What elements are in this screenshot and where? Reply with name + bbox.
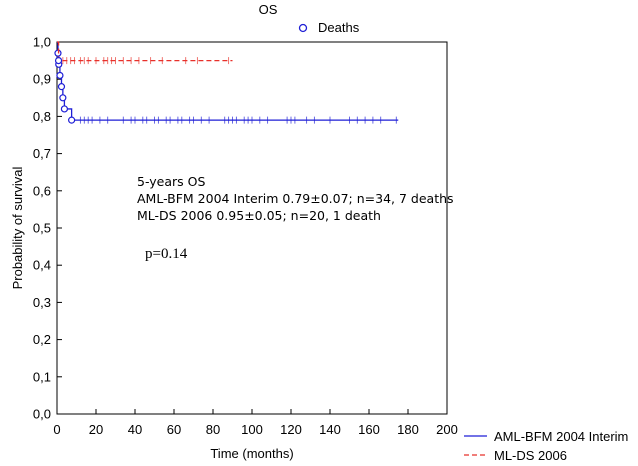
plot-frame xyxy=(56,41,448,415)
y-tick-label: 1,0 xyxy=(33,35,51,50)
x-tick-label: 80 xyxy=(206,422,220,437)
deaths-marker-icon xyxy=(298,23,308,33)
death-marker-aml xyxy=(56,71,64,80)
x-tick-label: 180 xyxy=(397,422,419,437)
y-tick-label: 0,1 xyxy=(33,369,51,384)
y-tick-label: 0,2 xyxy=(33,332,51,347)
legend-label-mlds: ML-DS 2006 xyxy=(494,448,567,463)
x-tick-label: 160 xyxy=(358,422,380,437)
y-axis: 0,0 0,1 0,2 0,3 0,4 0,5 0,6 0,7 0,8 0,9 1,0 xyxy=(33,35,62,422)
x-axis: 0 20 40 60 80 100 120 140 160 180 200 xyxy=(53,409,458,437)
death-marker-mlds xyxy=(54,56,63,65)
plot-area xyxy=(54,41,399,124)
annotation-aml: AML-BFM 2004 Interim 0.79±0.07; n=34, 7 … xyxy=(137,191,454,206)
y-tick-label: 0,5 xyxy=(33,221,51,236)
annotation-title: 5-years OS xyxy=(137,174,205,189)
survival-curve-mlds xyxy=(57,41,233,62)
x-tick-label: 100 xyxy=(241,422,263,437)
x-tick-label: 20 xyxy=(89,422,103,437)
deaths-legend-label: Deaths xyxy=(318,20,360,35)
x-tick-label: 120 xyxy=(280,422,302,437)
x-tick-label: 40 xyxy=(128,422,142,437)
x-tick-label: 60 xyxy=(167,422,181,437)
x-axis-label: Time (months) xyxy=(210,446,293,461)
y-tick-label: 0,6 xyxy=(33,183,51,198)
y-tick-label: 0,8 xyxy=(33,109,51,124)
deaths-legend: Deaths xyxy=(298,20,360,35)
y-tick-label: 0,3 xyxy=(33,295,51,310)
death-marker-aml xyxy=(59,94,67,102)
death-marker-aml xyxy=(68,116,76,124)
death-marker-aml xyxy=(60,105,69,113)
annotation-mlds: ML-DS 2006 0.95±0.05; n=20, 1 death xyxy=(137,208,381,223)
legend-label-aml: AML-BFM 2004 Interim xyxy=(494,429,628,444)
series-legend: AML-BFM 2004 Interim ML-DS 2006 xyxy=(464,429,628,463)
p-value: p=0.14 xyxy=(145,246,188,262)
death-marker-aml xyxy=(57,83,66,91)
x-tick-label: 140 xyxy=(319,422,341,437)
chart-title: OS xyxy=(259,2,278,17)
y-tick-label: 0,0 xyxy=(33,407,51,422)
x-tick-label: 200 xyxy=(436,422,458,437)
x-tick-label: 0 xyxy=(53,422,60,437)
y-tick-label: 0,4 xyxy=(33,258,51,273)
y-tick-label: 0,9 xyxy=(33,72,51,87)
survival-curve-aml xyxy=(57,41,399,121)
y-axis-label: Probability of survival xyxy=(10,166,25,289)
y-tick-label: 0,7 xyxy=(33,146,51,161)
